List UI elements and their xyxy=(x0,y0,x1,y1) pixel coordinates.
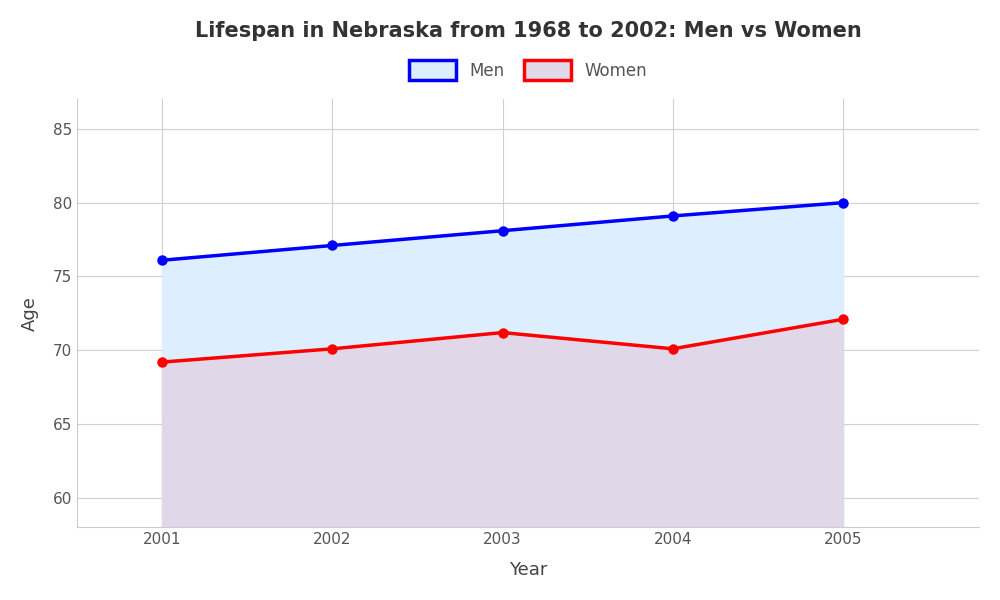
Y-axis label: Age: Age xyxy=(21,296,39,331)
Title: Lifespan in Nebraska from 1968 to 2002: Men vs Women: Lifespan in Nebraska from 1968 to 2002: … xyxy=(195,21,861,41)
X-axis label: Year: Year xyxy=(509,561,547,579)
Legend: Men, Women: Men, Women xyxy=(401,52,655,88)
